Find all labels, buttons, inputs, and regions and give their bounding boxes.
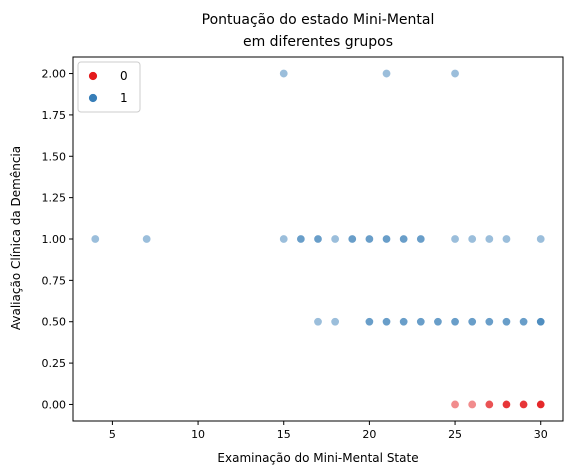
series-1-point — [416, 235, 425, 244]
series-0-point — [485, 400, 494, 409]
series-1-point — [365, 235, 374, 244]
series-1-point — [399, 317, 408, 326]
series-1-point — [314, 317, 323, 326]
series-1-point — [536, 235, 545, 244]
series-1-point — [451, 317, 460, 326]
series-1-point — [331, 235, 340, 244]
y-tick-label: 2.00 — [42, 68, 67, 81]
x-tick-label: 30 — [534, 428, 548, 441]
legend: 01 — [78, 62, 140, 112]
series-0-point — [519, 400, 528, 409]
legend-marker-0 — [89, 72, 98, 81]
series-1-point — [502, 235, 511, 244]
legend-box — [78, 62, 140, 112]
series-1-point — [91, 235, 100, 244]
series-1-point — [279, 235, 288, 244]
series-1-point — [536, 317, 545, 326]
y-tick-label: 1.00 — [42, 233, 67, 246]
series-1-point — [382, 69, 391, 78]
x-tick-label: 5 — [109, 428, 116, 441]
series-1-point — [279, 69, 288, 78]
series-1-point — [314, 235, 323, 244]
legend-marker-1 — [89, 94, 98, 103]
series-1-point — [468, 235, 477, 244]
series-1-point — [348, 235, 357, 244]
series-0-point — [468, 400, 477, 409]
series-0-point — [502, 400, 511, 409]
y-tick-label: 0.50 — [42, 316, 67, 329]
series-1-point — [485, 317, 494, 326]
series-1-point — [485, 235, 494, 244]
series-0-point — [451, 400, 460, 409]
y-tick-label: 0.00 — [42, 398, 67, 411]
y-tick-label: 1.25 — [42, 192, 67, 205]
series-1-point — [451, 235, 460, 244]
series-1-point — [434, 317, 443, 326]
y-tick-label: 1.75 — [42, 109, 67, 122]
x-axis-label: Examinação do Mini-Mental State — [217, 451, 418, 465]
series-0-point — [536, 400, 545, 409]
y-axis-label: Avaliação Clínica da Demência — [9, 146, 23, 330]
legend-label-0: 0 — [120, 69, 128, 83]
x-tick-label: 15 — [277, 428, 291, 441]
y-tick-label: 1.50 — [42, 150, 67, 163]
series-1-point — [297, 235, 306, 244]
series-1-point — [365, 317, 374, 326]
series-1-point — [399, 235, 408, 244]
x-tick-label: 25 — [448, 428, 462, 441]
legend-label-1: 1 — [120, 91, 128, 105]
chart-title-line1: Pontuação do estado Mini-Mental — [202, 12, 435, 28]
series-1-point — [451, 69, 460, 78]
series-1-point — [502, 317, 511, 326]
series-1-point — [468, 317, 477, 326]
series-1-point — [519, 317, 528, 326]
series-1-point — [142, 235, 151, 244]
x-tick-label: 20 — [362, 428, 376, 441]
series-1-point — [382, 235, 391, 244]
series-1-point — [331, 317, 340, 326]
x-tick-label: 10 — [191, 428, 205, 441]
y-tick-label: 0.25 — [42, 357, 67, 370]
series-1-point — [382, 317, 391, 326]
chart-title-line2: em diferentes grupos — [243, 34, 393, 50]
series-1-point — [416, 317, 425, 326]
y-tick-label: 0.75 — [42, 274, 67, 287]
